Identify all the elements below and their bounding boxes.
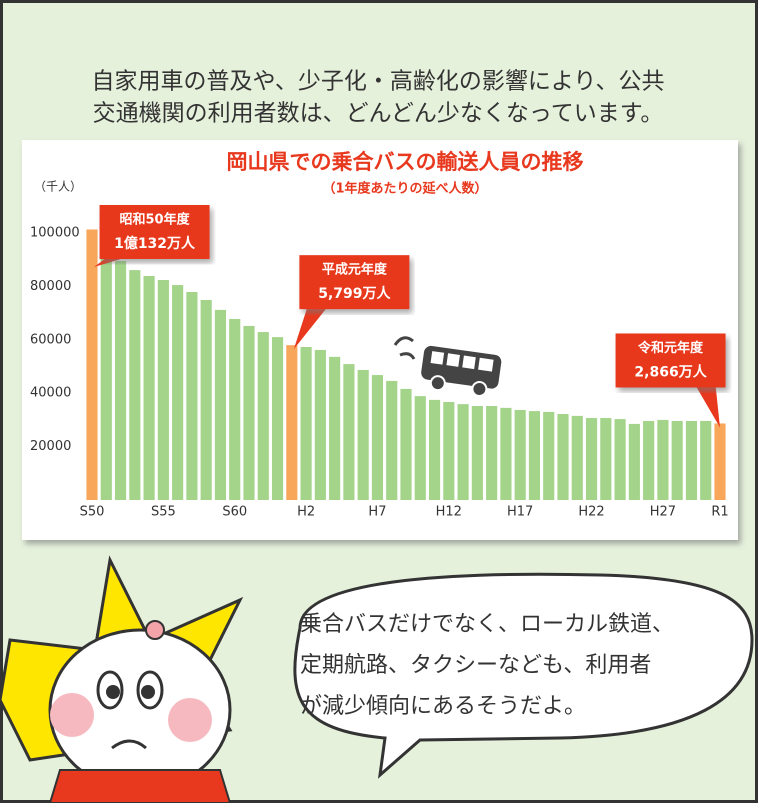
bar xyxy=(486,406,497,500)
bar xyxy=(672,421,683,500)
y-tick-label: 20000 xyxy=(30,439,71,454)
bar xyxy=(158,280,169,500)
bar xyxy=(115,261,126,500)
bar xyxy=(129,270,140,500)
x-tick-label: H2 xyxy=(297,505,315,520)
x-tick-label: S60 xyxy=(222,505,247,520)
bar xyxy=(343,364,354,500)
bar xyxy=(615,419,626,500)
bar xyxy=(101,255,112,500)
bar xyxy=(86,229,97,500)
bar xyxy=(329,357,340,500)
bar xyxy=(643,421,654,500)
y-tick-label: 100000 xyxy=(30,226,80,241)
chart-subtitle: （1年度あたりの延べ人数） xyxy=(322,181,487,197)
bar xyxy=(557,414,568,500)
bar xyxy=(258,332,269,500)
page: 自家用車の普及や、少子化・高齢化の影響により、公共 交通機関の利用者数は、どんど… xyxy=(0,0,758,803)
bar xyxy=(572,416,583,500)
bar xyxy=(500,408,511,500)
bar xyxy=(415,396,426,500)
x-tick-label: H12 xyxy=(436,505,462,520)
bar xyxy=(272,337,283,500)
x-tick-label: H27 xyxy=(650,505,676,520)
bar xyxy=(201,300,212,500)
x-tick-label: R1 xyxy=(711,505,728,520)
bar xyxy=(186,292,197,500)
chart-title: 岡山県での乗合バスの輸送人員の推移 xyxy=(227,150,584,174)
y-tick-label: 40000 xyxy=(30,386,71,401)
x-tick-label: H17 xyxy=(507,505,533,520)
x-tick-label: H22 xyxy=(578,505,604,520)
bar xyxy=(400,389,411,500)
bar xyxy=(386,381,397,500)
bar xyxy=(586,418,597,500)
bar xyxy=(372,375,383,500)
bar xyxy=(686,421,697,500)
bar xyxy=(172,285,183,500)
y-tick-label: 80000 xyxy=(30,279,71,294)
bar xyxy=(358,370,369,500)
bar xyxy=(714,423,725,500)
speech-line: が減少傾向にあるそうだよ。 xyxy=(300,694,586,719)
x-tick-label: S55 xyxy=(151,505,176,520)
bar xyxy=(429,400,440,500)
bar xyxy=(286,345,297,500)
bar xyxy=(458,404,469,500)
value-label: 1億132万人 xyxy=(114,235,196,252)
bar xyxy=(600,418,611,500)
value-label: 5,799万人 xyxy=(318,285,391,302)
bar xyxy=(301,347,312,500)
bar xyxy=(443,402,454,500)
bar xyxy=(629,424,640,500)
x-tick-label: H7 xyxy=(368,505,386,520)
bar xyxy=(315,350,326,500)
y-axis-label: （千人） xyxy=(34,180,82,194)
bar xyxy=(657,420,668,500)
bar xyxy=(529,411,540,500)
callout-title: 昭和50年度 xyxy=(120,212,191,228)
bar xyxy=(472,406,483,500)
bar xyxy=(243,326,254,500)
callout-title: 令和元年度 xyxy=(638,340,704,356)
y-tick-label: 60000 xyxy=(30,332,71,347)
bar xyxy=(144,276,155,500)
speech-line: 乗合バスだけでなく、ローカル鉄道、 xyxy=(300,612,674,637)
bar xyxy=(515,410,526,500)
speech-line: 定期航路、タクシーなども、利用者 xyxy=(300,653,651,678)
value-label: 2,866万人 xyxy=(634,363,707,380)
bar xyxy=(215,310,226,500)
intro-line: 交通機関の利用者数は、どんどん少なくなっています。 xyxy=(93,101,664,127)
bar xyxy=(229,319,240,500)
intro-line: 自家用車の普及や、少子化・高齢化の影響により、公共 xyxy=(92,69,665,95)
callout-title: 平成元年度 xyxy=(322,262,388,278)
x-tick-label: S50 xyxy=(80,505,105,520)
bar xyxy=(543,412,554,500)
bar xyxy=(700,421,711,500)
